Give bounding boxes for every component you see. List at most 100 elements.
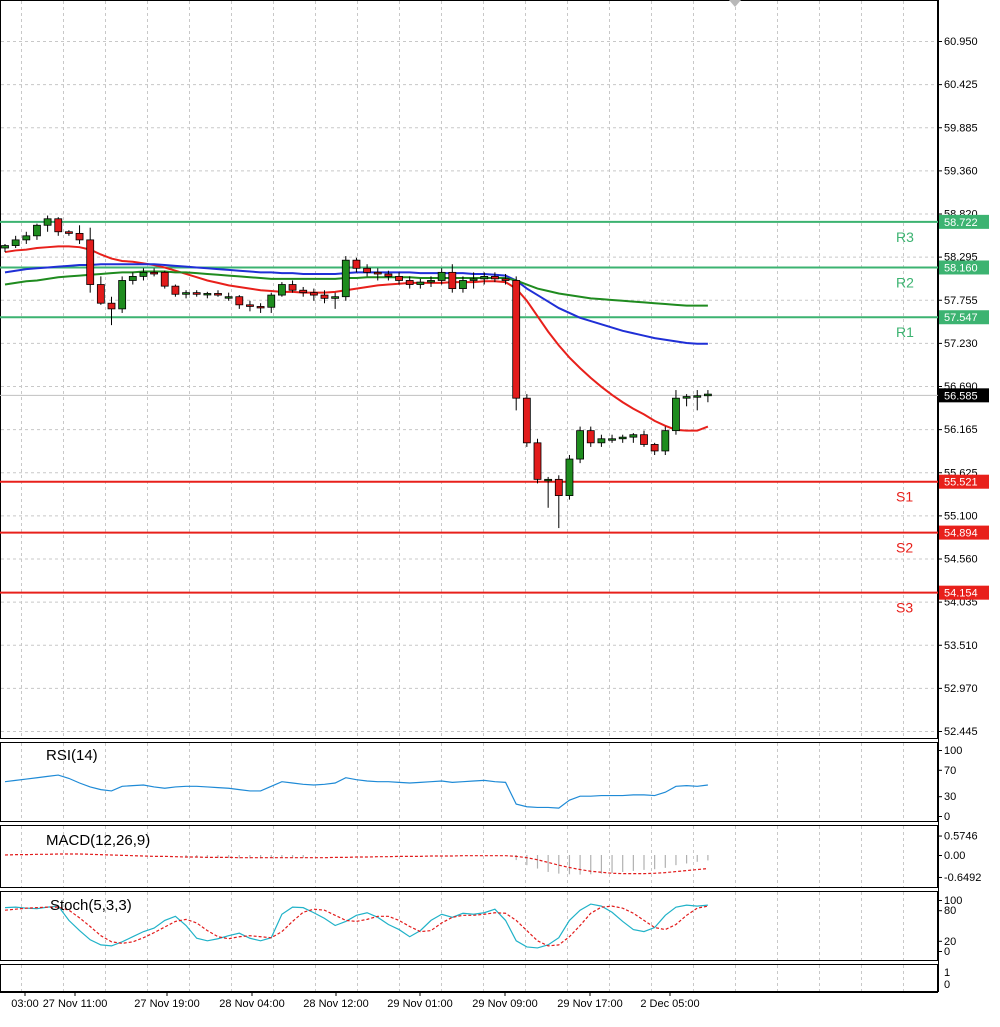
- candle-bear: [75, 232, 84, 241]
- stoch-main-line: [4, 903, 708, 949]
- candle-bull: [128, 276, 137, 281]
- candle-bear: [395, 276, 403, 281]
- stoch-signal-line: [4, 905, 709, 947]
- price-tick-label: 54.560: [944, 554, 978, 566]
- rsi-line: [4, 774, 708, 809]
- extra-panel-frame: [0, 964, 938, 992]
- candle-bear: [235, 296, 244, 306]
- level-name-r3: R3: [896, 229, 914, 245]
- candle-bear: [650, 444, 659, 452]
- candle-bear: [512, 280, 521, 399]
- candle-bull: [618, 436, 627, 440]
- candle-bull: [43, 218, 52, 226]
- candle-bull: [224, 296, 233, 299]
- candle-bull: [576, 430, 584, 460]
- stoch-title: Stoch(5,3,3): [50, 897, 132, 914]
- level-price-box: [939, 585, 989, 600]
- stoch-tick-label: 0: [944, 946, 950, 958]
- candle-bull: [1, 245, 9, 249]
- candle-bull: [139, 271, 148, 277]
- macd-tick-label: 0.00: [944, 850, 965, 862]
- candle-bull: [267, 294, 276, 308]
- candle-bull: [544, 478, 553, 482]
- candle-bull: [608, 438, 616, 441]
- candle-bear: [384, 273, 393, 277]
- candle-bull: [203, 293, 212, 296]
- candle-bull: [693, 395, 702, 398]
- candle-bull: [682, 396, 691, 399]
- candle-bull: [331, 296, 340, 299]
- macd-tick-label: -0.6492: [944, 872, 981, 884]
- time-tick-label: 28 Nov 12:00: [303, 998, 368, 1010]
- price-tick-label: 57.230: [944, 338, 978, 350]
- level-price-label: 54.894: [944, 528, 978, 540]
- macd-signal-line: [4, 853, 708, 875]
- time-tick-label: 27 Nov 19:00: [134, 998, 199, 1010]
- rsi-tick-label: 30: [944, 791, 956, 803]
- moving-average-line: [4, 245, 709, 432]
- stoch-tick-label: 80: [944, 905, 956, 917]
- candle-bull: [182, 292, 190, 295]
- time-tick-label: 03:00: [11, 998, 39, 1010]
- time-tick-label: 29 Nov 09:00: [472, 998, 537, 1010]
- candle-bear: [192, 292, 201, 295]
- candle-bear: [363, 267, 372, 273]
- time-tick-label: 27 Nov 11:00: [43, 998, 108, 1010]
- macd-tick-label: 0.5746: [944, 831, 978, 843]
- level-price-box: [939, 474, 989, 489]
- extra-tick-label: 0: [944, 979, 950, 991]
- level-name-r2: R2: [896, 274, 914, 290]
- level-price-label: 54.154: [944, 588, 978, 600]
- price-tick-label: 52.970: [944, 683, 978, 695]
- candle-bear: [309, 292, 318, 296]
- candle-bear: [246, 304, 254, 307]
- candle-bear: [490, 276, 499, 280]
- candle-bear: [533, 442, 542, 480]
- candle-bull: [11, 239, 20, 246]
- candle-bear: [150, 271, 159, 275]
- moving-average-line: [4, 270, 708, 307]
- candle-bull: [565, 458, 574, 496]
- candle-bull: [597, 438, 606, 444]
- candle-bull: [277, 284, 286, 296]
- current-price-label: 56.585: [944, 390, 978, 402]
- candle-bear: [640, 434, 648, 445]
- candle-bear: [256, 306, 265, 309]
- price-tick-label: 57.755: [944, 295, 978, 307]
- candle-bull: [437, 271, 446, 281]
- candle-bear: [299, 289, 308, 294]
- candle-bull: [118, 280, 127, 310]
- candle-bear: [554, 478, 563, 496]
- price-tick-label: 60.950: [944, 36, 978, 48]
- current-price-box: [939, 388, 989, 403]
- candle-bear: [65, 231, 73, 234]
- chart-shift-marker: [729, 0, 741, 7]
- level-price-label: 55.521: [944, 477, 978, 489]
- candle-bear: [107, 302, 116, 310]
- price-tick-label: 59.360: [944, 165, 978, 177]
- candle-bull: [459, 280, 467, 289]
- price-tick-label: 53.510: [944, 640, 978, 652]
- candle-bear: [171, 285, 180, 295]
- level-name-s2: S2: [896, 540, 913, 556]
- price-tick-label: 52.445: [944, 726, 978, 738]
- extra-tick-label: 1: [944, 967, 950, 979]
- candle-bear: [501, 278, 510, 281]
- candle-bear: [352, 259, 361, 269]
- candle-bear: [373, 271, 382, 275]
- candle-bear: [86, 239, 95, 285]
- candle-bear: [522, 397, 531, 444]
- candle-bull: [661, 430, 670, 452]
- candle-bear: [586, 430, 595, 444]
- time-tick-label: 29 Nov 17:00: [557, 998, 622, 1010]
- candle-bull: [469, 278, 478, 281]
- time-tick-label: 2 Dec 05:00: [640, 998, 699, 1010]
- candle-bull: [427, 280, 435, 283]
- candle-bear: [288, 284, 297, 291]
- macd-title: MACD(12,26,9): [46, 832, 150, 849]
- candle-bull: [416, 281, 425, 285]
- level-price-box: [939, 525, 989, 540]
- rsi-tick-label: 100: [944, 745, 962, 757]
- level-price-box: [939, 214, 989, 229]
